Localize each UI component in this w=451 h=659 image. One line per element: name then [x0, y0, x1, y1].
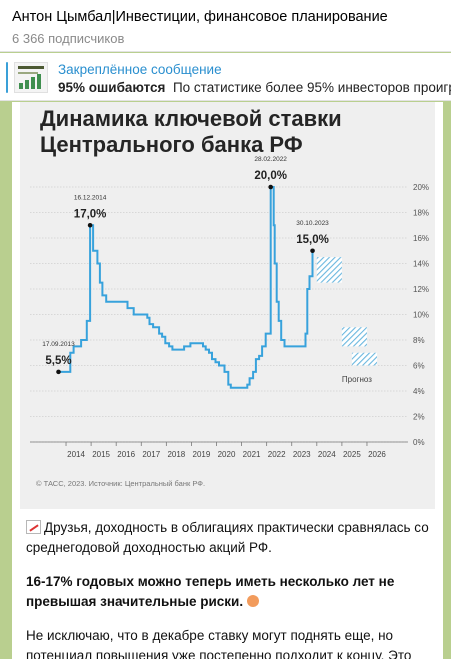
chart-emoji-icon — [26, 520, 41, 534]
annotation-date: 17.09.2013 — [42, 341, 75, 348]
annotation-value: 15,0% — [296, 234, 329, 246]
forecast-label: Прогноз — [342, 375, 372, 384]
annotation-point — [268, 184, 273, 190]
annotation-point — [56, 369, 61, 375]
annotation-date: 30.10.2023 — [296, 220, 329, 227]
x-tick-label: 2023 — [293, 450, 311, 459]
pinned-preview: 95% ошибаются По статистике более 95% ин… — [58, 80, 451, 95]
pinned-thumbnail — [14, 62, 48, 93]
message-paragraph-1: Друзья, доходность в облигациях практиче… — [26, 518, 436, 558]
pinned-indicator — [6, 62, 8, 93]
channel-post: Динамика ключевой ставки Центрального ба… — [12, 102, 443, 659]
y-tick-label: 14% — [413, 260, 429, 269]
x-tick-label: 2020 — [218, 450, 236, 459]
pinned-preview-bold: 95% ошибаются — [58, 80, 166, 95]
x-tick-label: 2025 — [343, 450, 361, 459]
message-paragraph-3: Не исключаю, что в декабре ставку могут … — [26, 626, 436, 659]
annotation-value: 5,5% — [45, 355, 71, 367]
y-tick-label: 2% — [413, 413, 425, 422]
annotation-date: 16.12.2014 — [74, 194, 107, 201]
y-tick-label: 0% — [413, 438, 425, 447]
x-tick-label: 2016 — [117, 450, 135, 459]
forecast-range — [351, 352, 377, 366]
y-tick-label: 20% — [413, 183, 429, 192]
annotation-point — [310, 248, 315, 254]
pinned-preview-text: По статистике более 95% инвесторов проиг… — [172, 80, 451, 95]
forecast-range — [316, 257, 342, 283]
pinned-message-bar[interactable]: Закреплённое сообщение 95% ошибаются По … — [0, 53, 451, 101]
y-tick-label: 8% — [413, 336, 425, 345]
key-rate-line — [58, 186, 314, 389]
channel-header[interactable]: Антон Цымбал|Инвестиции, финансовое план… — [0, 0, 451, 52]
x-tick-label: 2019 — [193, 450, 211, 459]
x-tick-label: 2017 — [142, 450, 160, 459]
y-tick-label: 16% — [413, 234, 429, 243]
x-tick-label: 2021 — [243, 450, 261, 459]
annotation-value: 20,0% — [254, 170, 287, 182]
channel-title[interactable]: Антон Цымбал|Инвестиции, финансовое план… — [12, 9, 388, 25]
message-text-3: Не исключаю, что в декабре ставку могут … — [26, 628, 412, 659]
x-tick-label: 2024 — [318, 450, 336, 459]
chart-image[interactable]: Динамика ключевой ставки Центрального ба… — [20, 102, 435, 509]
x-tick-label: 2018 — [167, 450, 185, 459]
chart-title-line1: Динамика ключевой ставки — [40, 106, 342, 131]
x-tick-label: 2022 — [268, 450, 286, 459]
y-tick-label: 18% — [413, 209, 429, 218]
message-text-1: Друзья, доходность в облигациях практиче… — [26, 520, 429, 555]
forecast-range — [341, 327, 367, 347]
y-tick-label: 4% — [413, 387, 425, 396]
message-text-2: 16-17% годовых можно теперь иметь нескол… — [26, 574, 395, 609]
hand-emoji-icon — [247, 595, 260, 607]
y-tick-label: 10% — [413, 311, 429, 320]
chart-source: © ТАСС, 2023. Источник: Центральный банк… — [36, 479, 205, 488]
annotation-point — [87, 222, 93, 228]
message-paragraph-2: 16-17% годовых можно теперь иметь нескол… — [26, 572, 436, 612]
y-tick-label: 6% — [413, 362, 425, 371]
pinned-label: Закреплённое сообщение — [58, 62, 222, 77]
x-tick-label: 2015 — [92, 450, 110, 459]
annotation-date: 28.02.2022 — [254, 156, 287, 163]
key-rate-chart: 0% 2% 4% 6% 8% 10% 12% 14% 16% 18% 20% 2014 2015 2016… — [30, 156, 429, 488]
x-tick-label: 2026 — [368, 450, 386, 459]
subscriber-count: 6 366 подписчиков — [12, 31, 125, 46]
chart-title: Динамика ключевой ставки Центрального ба… — [40, 106, 342, 158]
x-tick-label: 2014 — [67, 450, 85, 459]
y-tick-label: 12% — [413, 285, 429, 294]
chart-title-line2: Центрального банка РФ — [40, 132, 303, 157]
annotation-value: 17,0% — [74, 208, 107, 220]
